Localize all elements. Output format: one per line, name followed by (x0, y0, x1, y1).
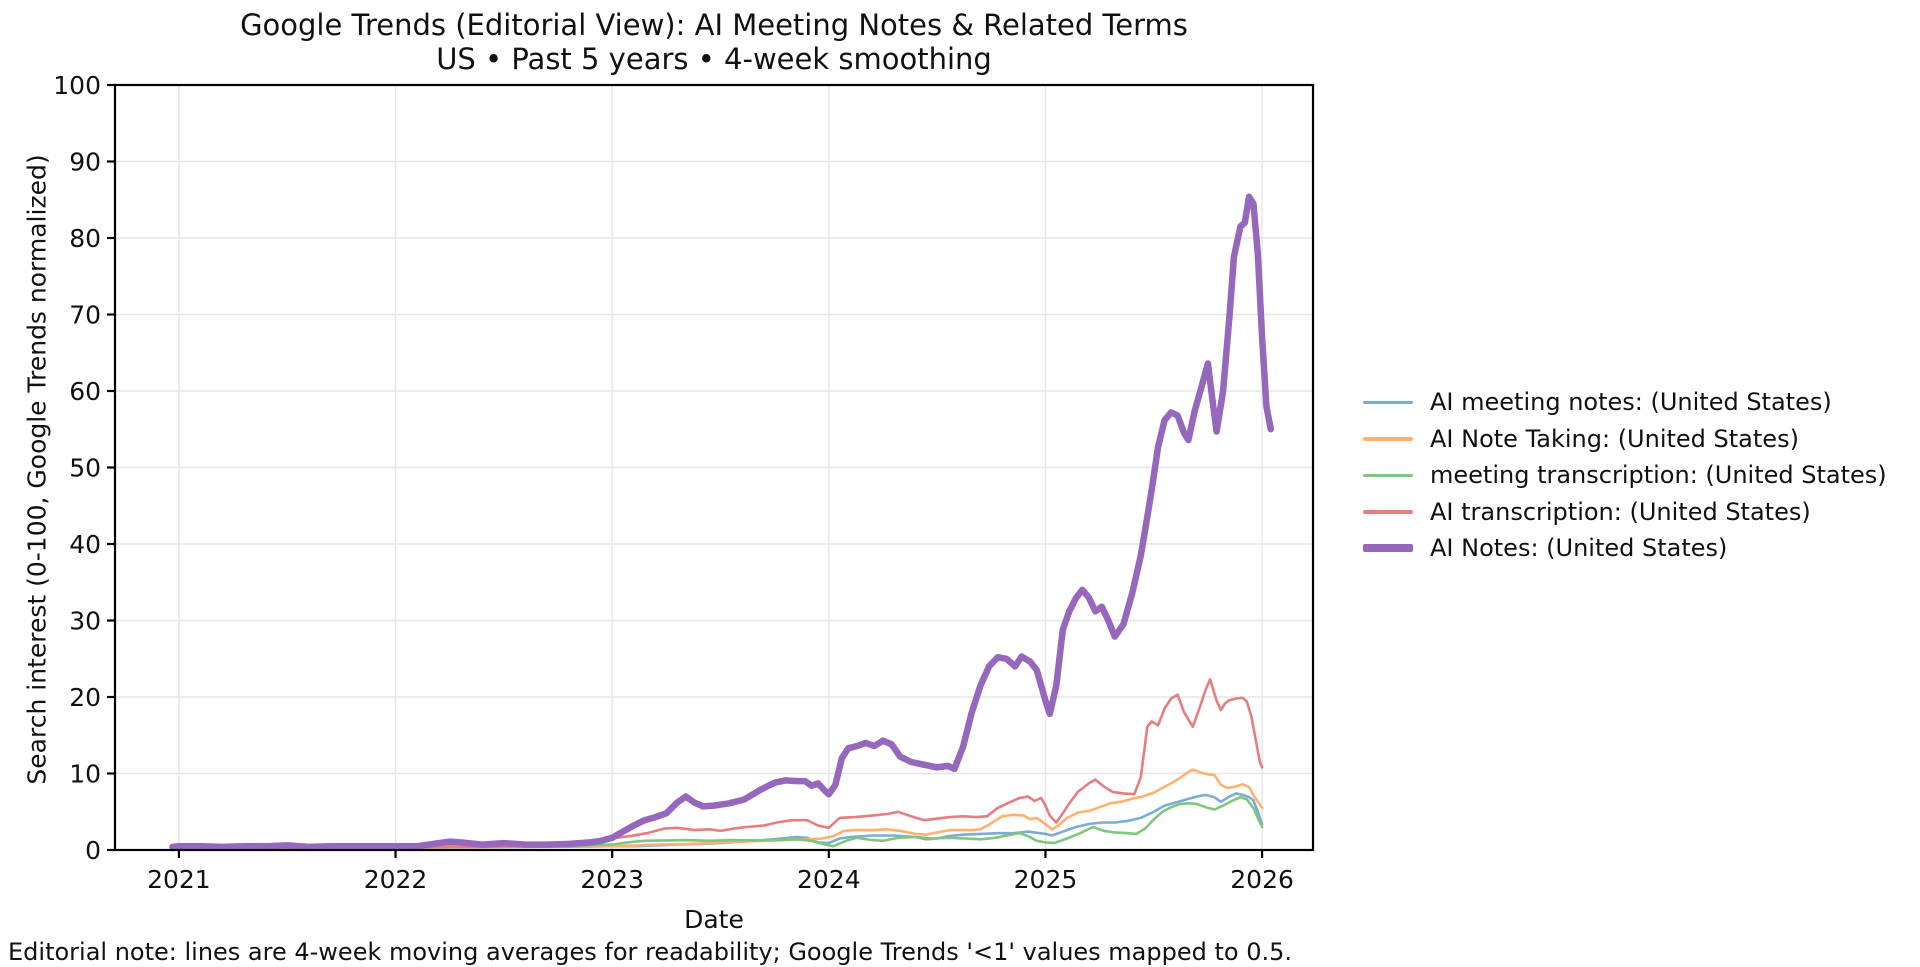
y-tick-label: 80 (69, 224, 101, 253)
legend-item: AI Notes: (United States) (1363, 530, 1887, 567)
legend: AI meeting notes: (United States) AI Not… (1363, 384, 1887, 567)
legend-label: AI transcription: (United States) (1430, 497, 1811, 526)
x-tick-label: 2023 (580, 865, 644, 894)
y-tick-label: 90 (69, 148, 101, 177)
x-tick-label: 2021 (147, 865, 211, 894)
editorial-footnote: Editorial note: lines are 4-week moving … (8, 938, 1292, 966)
legend-swatch-green (1363, 473, 1413, 477)
legend-swatch-blue (1363, 400, 1413, 404)
chart-subtitle: US • Past 5 years • 4-week smoothing (436, 41, 992, 76)
x-tick-label: 2024 (797, 865, 861, 894)
legend-item: AI meeting notes: (United States) (1363, 384, 1887, 421)
legend-swatch-purple (1363, 544, 1413, 553)
title-block: Google Trends (Editorial View): AI Meeti… (0, 8, 1428, 76)
legend-label: meeting transcription: (United States) (1430, 461, 1887, 490)
x-tick-label: 2022 (364, 865, 428, 894)
x-tick-label: 2026 (1230, 865, 1294, 894)
chart-title: Google Trends (Editorial View): AI Meeti… (240, 8, 1188, 42)
y-tick-label: 40 (69, 530, 101, 559)
x-tick-label: 2025 (1014, 865, 1078, 894)
series-line-4 (169, 193, 1275, 851)
y-tick-label: 0 (85, 836, 101, 865)
legend-label: AI Note Taking: (United States) (1430, 424, 1799, 453)
y-tick-label: 10 (69, 760, 101, 789)
legend-item: meeting transcription: (United States) (1363, 457, 1887, 494)
y-tick-label: 100 (53, 71, 101, 100)
y-tick-label: 60 (69, 377, 101, 406)
y-tick-label: 20 (69, 683, 101, 712)
y-tick-label: 50 (69, 454, 101, 483)
series-line-1 (171, 768, 1264, 850)
x-axis-label: Date (684, 905, 744, 934)
legend-swatch-orange (1363, 437, 1413, 441)
legend-swatch-red (1363, 510, 1413, 514)
legend-item: AI transcription: (United States) (1363, 494, 1887, 531)
series-line-3 (171, 678, 1264, 850)
y-tick-label: 30 (69, 607, 101, 636)
legend-label: AI Notes: (United States) (1430, 534, 1728, 563)
legend-label: AI meeting notes: (United States) (1430, 388, 1832, 417)
legend-item: AI Note Taking: (United States) (1363, 421, 1887, 458)
y-tick-label: 70 (69, 301, 101, 330)
